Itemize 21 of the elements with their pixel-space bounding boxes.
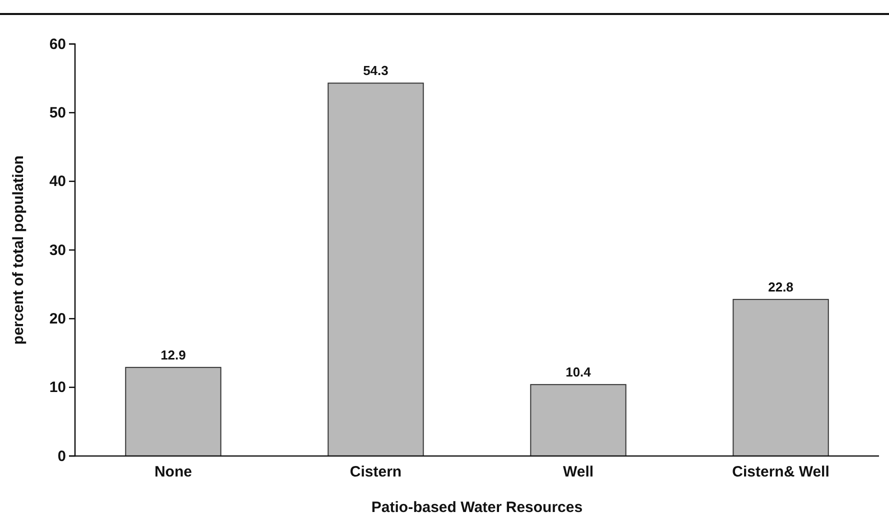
bar bbox=[530, 384, 626, 456]
y-tick-label: 60 bbox=[49, 36, 66, 53]
x-tick-label: None bbox=[154, 464, 192, 481]
y-axis-title: percent of total population bbox=[10, 155, 27, 345]
bar bbox=[732, 298, 829, 456]
y-tick-label: 30 bbox=[49, 242, 66, 259]
y-tick-label: 10 bbox=[49, 379, 66, 396]
y-tick-label: 0 bbox=[58, 448, 66, 465]
x-tick-label: Cistern bbox=[350, 464, 402, 481]
data-label: 22.8 bbox=[768, 279, 794, 294]
bar bbox=[125, 366, 222, 456]
data-label: 54.3 bbox=[363, 63, 388, 78]
bar bbox=[328, 82, 424, 456]
data-label: 10.4 bbox=[566, 364, 592, 380]
y-tick-label: 40 bbox=[49, 173, 66, 190]
y-tick-label: 50 bbox=[49, 104, 66, 122]
y-tick-label: 20 bbox=[49, 310, 66, 328]
x-tick-label: Cistern& Well bbox=[732, 464, 830, 481]
data-label: 12.9 bbox=[160, 347, 186, 362]
x-tick-label: Well bbox=[562, 464, 594, 481]
x-axis-title: Patio-based Water Resources bbox=[371, 499, 583, 516]
